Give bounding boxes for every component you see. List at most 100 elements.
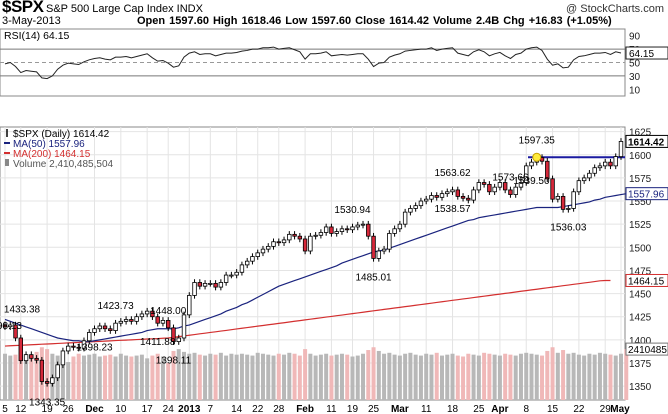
price-candle: [471, 189, 476, 201]
price-legend-item: $SPX (Daily) 1614.42: [13, 129, 110, 140]
volume-bar: [497, 355, 502, 400]
volume-bar: [482, 352, 487, 400]
x-axis-label: 12: [15, 404, 27, 414]
price-annotation: 1538.57: [434, 204, 471, 215]
price-candle: [139, 313, 145, 318]
volume-bar: [266, 354, 271, 400]
volume-bar: [397, 355, 402, 400]
price-candle: [339, 228, 345, 232]
price-candle: [250, 256, 255, 262]
price-candle: [76, 346, 81, 349]
price-candle: [418, 200, 424, 207]
volume-bar: [155, 353, 160, 400]
price-candle: [413, 205, 418, 209]
price-candle: [208, 282, 213, 285]
price-candle: [476, 182, 482, 191]
price-candle: [13, 324, 18, 339]
x-axis-label: 19: [42, 404, 54, 414]
x-axis-label: 5: [2, 404, 8, 414]
ma200-line: [4, 279, 611, 347]
price-candle: [508, 189, 513, 195]
volume-bar: [334, 354, 339, 400]
price-candle: [29, 354, 34, 359]
price-candle: [345, 228, 350, 231]
price-tick-label: 1450: [629, 290, 652, 301]
price-candle: [113, 322, 118, 331]
price-candle: [334, 231, 339, 234]
price-candle: [608, 161, 613, 167]
volume-bar: [29, 354, 34, 400]
price-candle: [229, 274, 234, 277]
price-candle: [39, 359, 45, 382]
price-annotation: 1597.35: [519, 136, 556, 147]
volume-bar: [608, 354, 613, 400]
volume-bar: [245, 354, 250, 400]
price-candle: [366, 223, 371, 237]
price-tick-label: 1375: [629, 359, 652, 370]
price-candle: [92, 328, 97, 333]
price-tick-label: 1550: [629, 197, 652, 208]
price-annotation: 1423.73: [97, 301, 134, 312]
price-candle: [271, 241, 276, 247]
volume-bar: [239, 353, 244, 400]
price-candle: [603, 161, 608, 167]
volume-bar: [250, 355, 255, 400]
volume-bar: [255, 352, 260, 400]
price-candle: [529, 161, 534, 167]
rsi-tick-label: 50: [629, 59, 641, 70]
volume-bar: [455, 355, 460, 400]
price-annotation: 1433.38: [4, 305, 41, 316]
price-candle: [102, 325, 108, 330]
volume-bar: [213, 354, 218, 400]
price-candle: [23, 354, 29, 362]
price-annotation: 1398.23: [76, 343, 113, 354]
volume-bar: [171, 350, 176, 400]
stockcharts-credit[interactable]: @ StockCharts.com: [566, 3, 664, 15]
price-candle: [129, 319, 134, 322]
price-candle: [176, 337, 181, 343]
volume-bar: [339, 353, 344, 400]
volume-bar: [134, 355, 139, 400]
x-axis-label: 24: [163, 404, 175, 414]
x-axis-label: 22: [252, 404, 264, 414]
price-annotation: 1573.66: [492, 173, 529, 184]
price-candle: [87, 332, 92, 342]
price-tick-label: 1600: [629, 151, 652, 162]
price-candle: [597, 165, 603, 169]
x-axis-label: 14: [231, 404, 243, 414]
volume-bar: [260, 353, 265, 400]
price-candle: [376, 250, 382, 259]
volume-bar: [297, 355, 302, 400]
volume-bar: [445, 354, 450, 400]
volume-bar: [582, 355, 587, 400]
x-axis-label: 7: [208, 404, 214, 414]
volume-bar: [613, 355, 618, 400]
x-axis-label: 8: [523, 404, 529, 414]
x-axis-label: 28: [273, 404, 285, 414]
volume-bar: [434, 352, 439, 400]
price-candle: [581, 177, 587, 182]
price-label-text: 1614.42: [628, 137, 665, 148]
volume-bar: [345, 354, 350, 400]
volume-bar: [150, 355, 155, 400]
price-candle: [466, 197, 471, 201]
volume-bar: [534, 354, 539, 400]
volume-bar: [197, 354, 202, 400]
price-tick-label: 1350: [629, 382, 652, 393]
volume-bar: [545, 350, 550, 400]
price-candle: [297, 235, 303, 240]
price-candle: [118, 320, 124, 324]
price-candle: [187, 295, 192, 316]
volume-bar: [529, 353, 534, 400]
index-name: S&P 500 Large Cap Index INDX: [46, 3, 203, 15]
price-candle: [134, 316, 139, 322]
volume-bar: [524, 352, 529, 400]
volume-bar: [87, 354, 92, 400]
volume-bar: [3, 353, 7, 400]
x-axis-label: 11: [326, 404, 337, 414]
volume-bar: [308, 353, 313, 400]
price-candle: [234, 271, 239, 276]
price-candle: [402, 211, 408, 225]
price-candle: [155, 316, 160, 324]
price-candle: [566, 208, 571, 210]
